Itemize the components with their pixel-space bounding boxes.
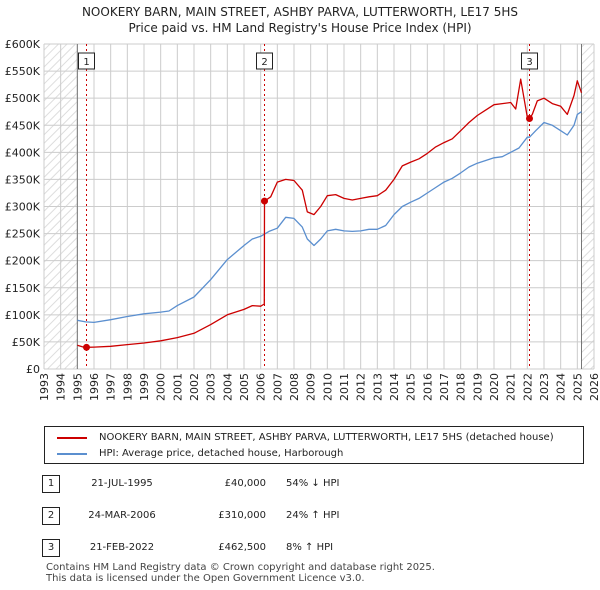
series-line-hpi	[77, 111, 582, 324]
y-tick-label: £50K	[12, 336, 41, 349]
sale-date: 21-JUL-1995	[91, 478, 153, 489]
chart-title-line2: Price paid vs. HM Land Registry's House …	[128, 21, 472, 35]
x-tick-label: 1993	[38, 373, 51, 401]
x-tick-label: 1995	[71, 373, 84, 401]
x-tick-label: 2007	[271, 373, 284, 401]
y-tick-label: £400K	[5, 146, 41, 159]
legend-swatch-hpi	[57, 453, 87, 455]
sale-point	[526, 114, 533, 122]
sale-price: £462,500	[218, 542, 266, 553]
x-tick-label: 2019	[471, 373, 484, 401]
y-tick-label: £450K	[5, 119, 41, 132]
y-tick-label: £500K	[5, 92, 41, 105]
price-chart: £0 £50K £100K £150K £200K £250K £300K £350K £400…	[5, 38, 600, 401]
legend: NOOKERY BARN, MAIN STREET, ASHBY PARVA, …	[44, 426, 584, 464]
sale-label-number: 2	[261, 57, 267, 68]
sale-label-box	[521, 52, 538, 70]
sale-label-number: 1	[83, 57, 89, 68]
y-tick-label: £300K	[5, 201, 41, 214]
x-tick-label: 2009	[305, 373, 318, 401]
sale-label-box	[78, 52, 95, 70]
x-tick-label: 2005	[238, 373, 251, 401]
x-tick-label: 2004	[221, 373, 234, 401]
y-tick-label: £600K	[5, 38, 41, 51]
sale-hpi-change: 54% ↓ HPI	[286, 478, 340, 489]
legend-label-hpi: HPI: Average price, detached house, Harb…	[99, 448, 344, 459]
x-tick-label: 1999	[138, 373, 151, 401]
x-tick-label: 2022	[521, 373, 534, 401]
sale-label-box	[256, 52, 273, 70]
sale-point	[261, 197, 268, 205]
sale-hpi-change: 24% ↑ HPI	[286, 510, 340, 521]
y-tick-label: £250K	[5, 228, 41, 241]
x-tick-label: 1997	[105, 373, 118, 401]
x-tick-label: 1994	[55, 373, 68, 401]
x-tick-label: 2021	[505, 373, 518, 401]
x-tick-label: 2012	[355, 373, 368, 401]
chart-title-line1: NOOKERY BARN, MAIN STREET, ASHBY PARVA, …	[81, 5, 519, 19]
footer-copyright: Contains HM Land Registry data © Crown c…	[46, 562, 435, 573]
sale-date: 24-MAR-2006	[88, 510, 156, 521]
y-tick-label: £550K	[5, 65, 41, 78]
x-tick-label: 2008	[288, 373, 301, 401]
x-tick-label: 2023	[538, 373, 551, 401]
y-tick-label: £100K	[5, 309, 41, 322]
x-tick-label: 2017	[438, 373, 451, 401]
x-tick-label: 2013	[371, 373, 384, 401]
sale-label-number: 3	[526, 57, 532, 68]
legend-label-property: NOOKERY BARN, MAIN STREET, ASHBY PARVA, …	[99, 432, 554, 443]
sale-price: £40,000	[224, 478, 266, 489]
x-tick-label: 2002	[188, 373, 201, 401]
sale-point	[83, 343, 90, 351]
sale-hpi-change: 8% ↑ HPI	[286, 542, 334, 553]
x-tick-label: 2026	[588, 373, 600, 401]
y-tick-label: £0	[26, 363, 40, 376]
sale-date: 21-FEB-2022	[89, 542, 155, 553]
sale-price: £310,000	[218, 510, 266, 521]
y-tick-label: £350K	[5, 173, 41, 186]
sale-number: 1	[42, 475, 60, 493]
x-tick-label: 1996	[88, 373, 101, 401]
x-tick-label: 2003	[205, 373, 218, 401]
footer-licence: This data is licensed under the Open Gov…	[46, 573, 365, 584]
x-tick-label: 2000	[155, 373, 168, 401]
sale-number: 3	[42, 539, 60, 557]
x-tick-label: 1998	[121, 373, 134, 401]
legend-swatch-property	[57, 437, 87, 439]
x-tick-label: 2006	[255, 373, 268, 401]
x-tick-label: 2016	[421, 373, 434, 401]
sale-number: 2	[42, 507, 60, 525]
x-tick-label: 2015	[405, 373, 418, 401]
x-tick-label: 2011	[338, 373, 351, 401]
x-tick-label: 2014	[388, 373, 401, 401]
x-tick-label: 2018	[455, 373, 468, 401]
x-tick-label: 2025	[571, 373, 584, 401]
x-tick-label: 2010	[321, 373, 334, 401]
y-tick-label: £200K	[5, 255, 41, 268]
series-line-property	[77, 78, 583, 348]
x-tick-label: 2020	[488, 373, 501, 401]
y-tick-label: £150K	[5, 282, 41, 295]
x-tick-label: 2024	[555, 373, 568, 401]
x-tick-label: 2001	[171, 373, 184, 401]
